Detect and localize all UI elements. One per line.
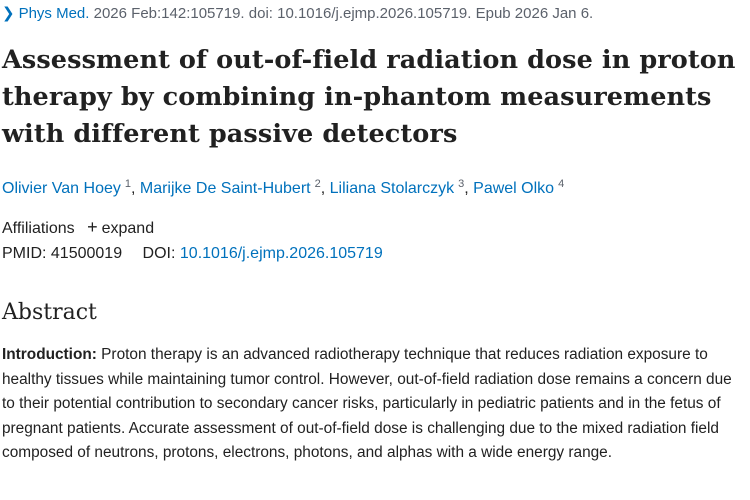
expand-affiliations-button[interactable]: + expand bbox=[87, 217, 155, 237]
citation-details: 2026 Feb:142:105719. doi: 10.1016/j.ejmp… bbox=[93, 5, 594, 22]
journal-link[interactable]: Phys Med. bbox=[18, 5, 90, 22]
introduction-text: Proton therapy is an advanced radiothera… bbox=[2, 346, 732, 462]
pmid-value: 41500019 bbox=[50, 245, 123, 262]
author-link[interactable]: Marijke De Saint-Hubert bbox=[139, 180, 311, 197]
doi-link[interactable]: 10.1016/j.ejmp.2026.105719 bbox=[179, 245, 383, 262]
author-link[interactable]: Pawel Olko bbox=[473, 180, 555, 197]
author-link[interactable]: Olivier Van Hoey bbox=[2, 180, 121, 197]
author-link[interactable]: Liliana Stolarczyk bbox=[329, 180, 455, 197]
citation-line: ❯ Phys Med. 2026 Feb:142:105719. doi: 10.… bbox=[2, 4, 593, 22]
author-list: Olivier Van Hoey 1, Marijke De Saint-Hube… bbox=[2, 178, 565, 197]
chevron-right-icon[interactable]: ❯ bbox=[2, 5, 15, 22]
affiliations-row: Affiliations + expand bbox=[2, 217, 154, 238]
author-affiliation-ref[interactable]: 3 bbox=[458, 178, 465, 190]
abstract-paragraph: Introduction: Proton therapy is an advan… bbox=[2, 343, 748, 466]
author-affiliation-ref[interactable]: 4 bbox=[558, 178, 565, 190]
affiliations-label: Affiliations bbox=[2, 220, 75, 237]
expand-label[interactable]: expand bbox=[101, 220, 155, 237]
doi-label: DOI: bbox=[142, 245, 176, 262]
pmid-label: PMID: bbox=[2, 245, 47, 262]
plus-icon[interactable]: + bbox=[87, 217, 98, 237]
author-affiliation-ref[interactable]: 1 bbox=[124, 178, 131, 190]
identifiers-row: PMID: 41500019 DOI: 10.1016/j.ejmp.2026.… bbox=[2, 245, 383, 263]
introduction-label: Introduction: bbox=[2, 346, 97, 363]
author-affiliation-ref[interactable]: 2 bbox=[314, 178, 321, 190]
abstract-heading: Abstract bbox=[2, 300, 97, 325]
article-title: Assessment of out-of-field radiation dos… bbox=[2, 45, 736, 149]
